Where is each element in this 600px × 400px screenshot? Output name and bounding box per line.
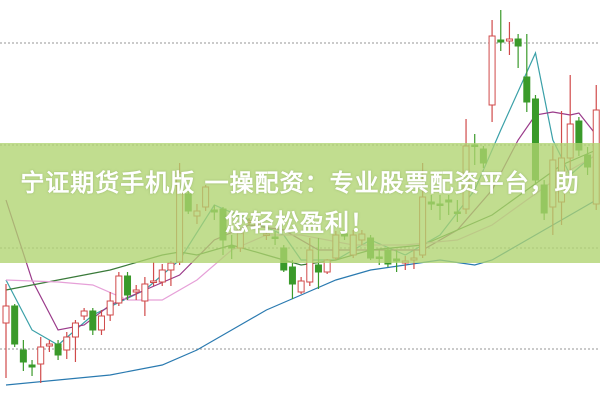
- banner-text-line2: 您轻松盈利！: [225, 209, 375, 237]
- candle-body: [150, 280, 158, 283]
- candle-body: [19, 349, 27, 363]
- candle-body: [115, 275, 123, 304]
- candle-body: [505, 38, 513, 42]
- candle-body: [523, 76, 531, 103]
- candle-body: [89, 310, 97, 331]
- candle-body: [80, 310, 88, 317]
- candle-body: [37, 346, 45, 365]
- banner-text-line1: 宁证期货手机版 一操配资：专业股票配资平台，助: [20, 169, 580, 197]
- candle-body: [54, 343, 62, 356]
- candle-body: [497, 39, 505, 43]
- candle-body: [288, 266, 296, 285]
- candle-body: [132, 289, 140, 293]
- candle-body: [314, 264, 322, 273]
- candle-body: [488, 35, 496, 106]
- candle-body: [141, 283, 149, 302]
- candle-body: [106, 300, 114, 316]
- candle-body: [158, 269, 166, 283]
- candle-body: [514, 38, 522, 47]
- candle-body: [97, 315, 105, 331]
- candle-body: [71, 322, 79, 338]
- candle-body: [167, 262, 175, 271]
- candle-body: [124, 275, 132, 296]
- promo-banner: 宁证期货手机版 一操配资：专业股票配资平台，助 您轻松盈利！: [0, 143, 600, 263]
- candle-body: [28, 364, 36, 368]
- candle-body: [11, 305, 19, 345]
- candle-body: [45, 343, 53, 347]
- candle-body: [297, 280, 305, 293]
- candle-body: [2, 305, 10, 324]
- candle-body: [63, 336, 71, 351]
